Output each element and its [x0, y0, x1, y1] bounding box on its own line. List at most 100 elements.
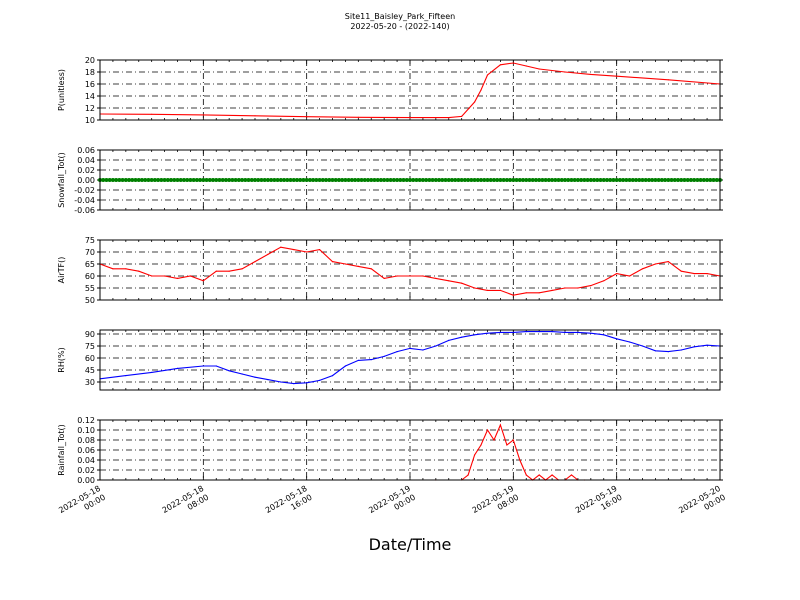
data-point [603, 280, 605, 282]
y-tick-label: 0.02 [77, 166, 95, 175]
data-point [211, 178, 216, 182]
y-tick-label: 0.06 [77, 446, 95, 455]
data-point [333, 178, 338, 182]
data-point [506, 444, 508, 446]
data-point [663, 178, 668, 182]
y-tick-label: 12 [85, 104, 95, 113]
data-point [630, 178, 635, 182]
data-point [331, 375, 334, 377]
data-point [682, 178, 687, 182]
data-point [293, 383, 295, 385]
data-point [621, 178, 626, 182]
data-point [408, 178, 412, 182]
data-point [241, 268, 243, 270]
data-point [614, 178, 619, 182]
data-point [679, 178, 684, 182]
data-point [388, 178, 393, 182]
data-point [378, 178, 383, 182]
data-point [139, 178, 144, 182]
data-point [537, 178, 542, 182]
data-point [278, 178, 283, 182]
data-point [525, 292, 527, 294]
data-point [151, 113, 153, 115]
data-point [288, 178, 293, 182]
data-point [551, 474, 553, 476]
y-tick-label: 14 [85, 92, 95, 101]
data-point [101, 178, 106, 182]
data-point [307, 178, 312, 182]
data-point [435, 345, 437, 347]
y-tick-label: 65 [85, 260, 95, 269]
data-point [491, 178, 496, 182]
data-point [236, 178, 241, 182]
data-point [595, 178, 600, 182]
y-axis-label: AirTF() [57, 257, 66, 284]
y-tick-label: -0.02 [74, 186, 95, 195]
data-point [191, 178, 196, 182]
data-point [256, 178, 261, 182]
data-point [411, 178, 416, 182]
data-point [369, 178, 374, 182]
data-point [417, 178, 422, 182]
data-point [598, 178, 603, 182]
data-point [272, 178, 277, 182]
data-point [401, 178, 406, 182]
data-point [511, 178, 516, 182]
data-point [575, 178, 580, 182]
y-tick-label: 0.12 [77, 416, 95, 425]
figure-subtitle: 2022-05-20 - (2022-140) [350, 22, 449, 31]
data-point [215, 270, 217, 272]
data-point [194, 178, 199, 182]
data-point [201, 178, 206, 182]
data-point [391, 178, 396, 182]
data-point [603, 334, 605, 336]
data-point [698, 178, 703, 182]
data-point [422, 275, 424, 277]
data-point [667, 79, 669, 81]
data-point [165, 178, 170, 182]
data-point [472, 178, 477, 182]
data-point [143, 178, 148, 182]
data-point [133, 178, 138, 182]
data-point [306, 382, 308, 384]
data-point [616, 273, 618, 275]
data-point [480, 444, 482, 446]
data-point [163, 275, 166, 277]
data-point [564, 287, 566, 289]
data-point [617, 178, 622, 182]
y-tick-label: 0.10 [77, 426, 95, 435]
data-point [357, 359, 359, 361]
data-point [473, 454, 476, 456]
data-point [459, 178, 464, 182]
data-point [572, 178, 577, 182]
data-point [185, 178, 190, 182]
data-point [521, 178, 526, 182]
axes-frame [99, 419, 721, 481]
data-point [527, 178, 532, 182]
x-axis-label: Date/Time [369, 535, 452, 554]
data-point [176, 277, 179, 279]
data-point [443, 178, 448, 182]
data-point [486, 74, 489, 76]
data-point [178, 178, 183, 182]
data-point [294, 178, 299, 182]
data-point [435, 277, 437, 279]
data-point [301, 178, 306, 182]
data-point [641, 345, 644, 347]
y-tick-label: -0.06 [74, 206, 95, 215]
data-point [448, 339, 450, 341]
data-point [241, 373, 243, 375]
data-point [344, 365, 347, 367]
data-point [207, 178, 212, 182]
data-point [637, 178, 642, 182]
data-point [608, 178, 613, 182]
data-point [324, 178, 329, 182]
data-point [482, 178, 487, 182]
data-point [641, 268, 644, 270]
data-point [291, 178, 296, 182]
data-point [461, 115, 463, 117]
data-point [395, 178, 400, 182]
data-point [267, 253, 269, 255]
data-point [215, 365, 217, 367]
data-point [486, 332, 489, 334]
